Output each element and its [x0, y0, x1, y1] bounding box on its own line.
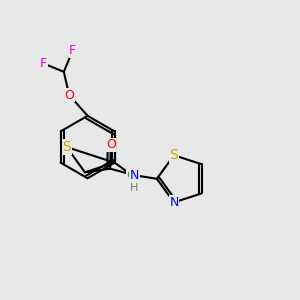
Text: Cl: Cl — [127, 169, 139, 182]
Text: F: F — [69, 44, 76, 57]
Text: H: H — [130, 183, 138, 193]
Text: N: N — [130, 169, 139, 182]
Text: S: S — [62, 140, 71, 154]
Text: O: O — [106, 138, 116, 152]
Text: F: F — [40, 57, 47, 70]
Text: N: N — [169, 196, 179, 209]
Text: O: O — [64, 88, 74, 101]
Text: S: S — [169, 148, 178, 162]
